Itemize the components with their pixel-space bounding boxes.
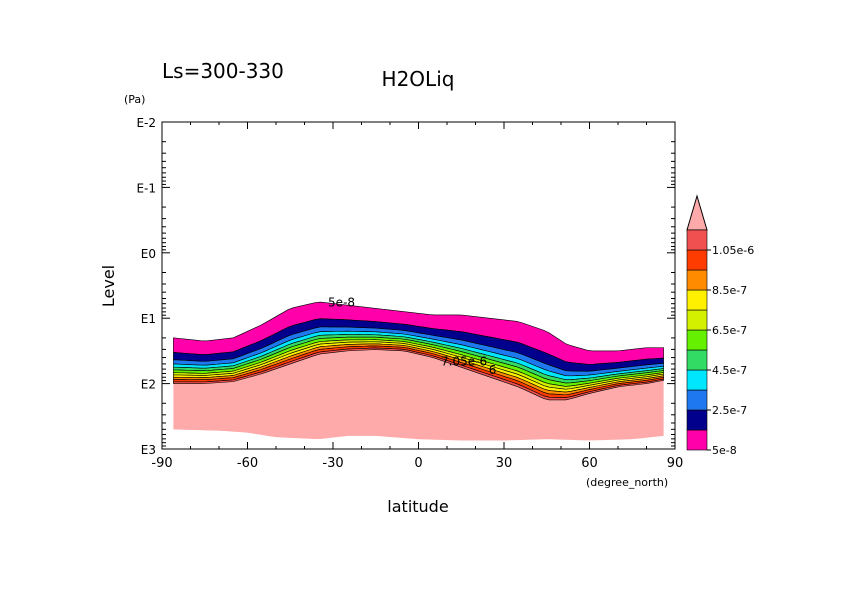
x-tick-label: -30: [322, 456, 343, 471]
colorbar-label: 5e-8: [712, 444, 737, 457]
contour-label: 6: [489, 363, 497, 377]
y-tick-label: E-2: [136, 116, 156, 130]
colorbar: 5e-8 2.5e-7 4.5e-7 6.5e-7 8.5e-7 1.05e-6: [686, 194, 754, 457]
y-tick-label: E2: [141, 378, 156, 392]
contour-label: 7.05e-6: [441, 354, 487, 368]
colorbar-label: 8.5e-7: [712, 284, 747, 297]
y-tick-label: E0: [141, 247, 156, 261]
colorbar-swatch: [686, 429, 708, 451]
x-axis: -90 -60 -30 0 30 60 90: [151, 122, 683, 471]
colorbar-swatch: [686, 369, 708, 391]
colorbar-extend-arrow: [686, 194, 708, 231]
colorbar-label: 1.05e-6: [712, 244, 754, 257]
y-axis-label: Level: [99, 265, 118, 307]
x-tick-label: 90: [667, 456, 684, 471]
y-tick-label: E3: [141, 443, 156, 457]
x-tick-label: 60: [581, 456, 598, 471]
colorbar-swatch: [686, 269, 708, 291]
chart-title: H2OLiq: [382, 67, 455, 91]
x-tick-label: -60: [237, 456, 258, 471]
colorbar-swatch: [686, 389, 708, 411]
colorbar-swatch: [686, 309, 708, 331]
colorbar-label: 4.5e-7: [712, 364, 747, 377]
chart-subtitle: Ls=300-330: [162, 59, 284, 83]
x-tick-label: -90: [151, 456, 172, 471]
contour-band-10: [173, 347, 664, 401]
y-tick-label: E-1: [136, 181, 156, 195]
colorbar-swatch: [686, 349, 708, 371]
x-unit-label: (degree_north): [586, 476, 668, 489]
x-tick-label: 0: [414, 456, 422, 471]
colorbar-swatch: [686, 409, 708, 431]
plot-fills: [173, 301, 664, 441]
below-ground-region: [173, 349, 664, 441]
contour-labels: 5e-8 7.05e-66: [328, 295, 496, 376]
x-axis-label: latitude: [387, 497, 448, 516]
contour-label: 5e-8: [328, 295, 355, 309]
colorbar-label: 2.5e-7: [712, 404, 747, 417]
colorbar-label: 6.5e-7: [712, 324, 747, 337]
colorbar-swatch: [686, 329, 708, 351]
colorbar-swatch: [686, 229, 708, 251]
y-unit-label: (Pa): [124, 93, 145, 106]
colorbar-swatch: [686, 289, 708, 311]
y-tick-label: E1: [141, 312, 156, 326]
y-axis: E-2 E-1 E0 E1 E2 E3: [136, 116, 675, 457]
colorbar-swatch: [686, 249, 708, 271]
x-tick-label: 30: [496, 456, 513, 471]
